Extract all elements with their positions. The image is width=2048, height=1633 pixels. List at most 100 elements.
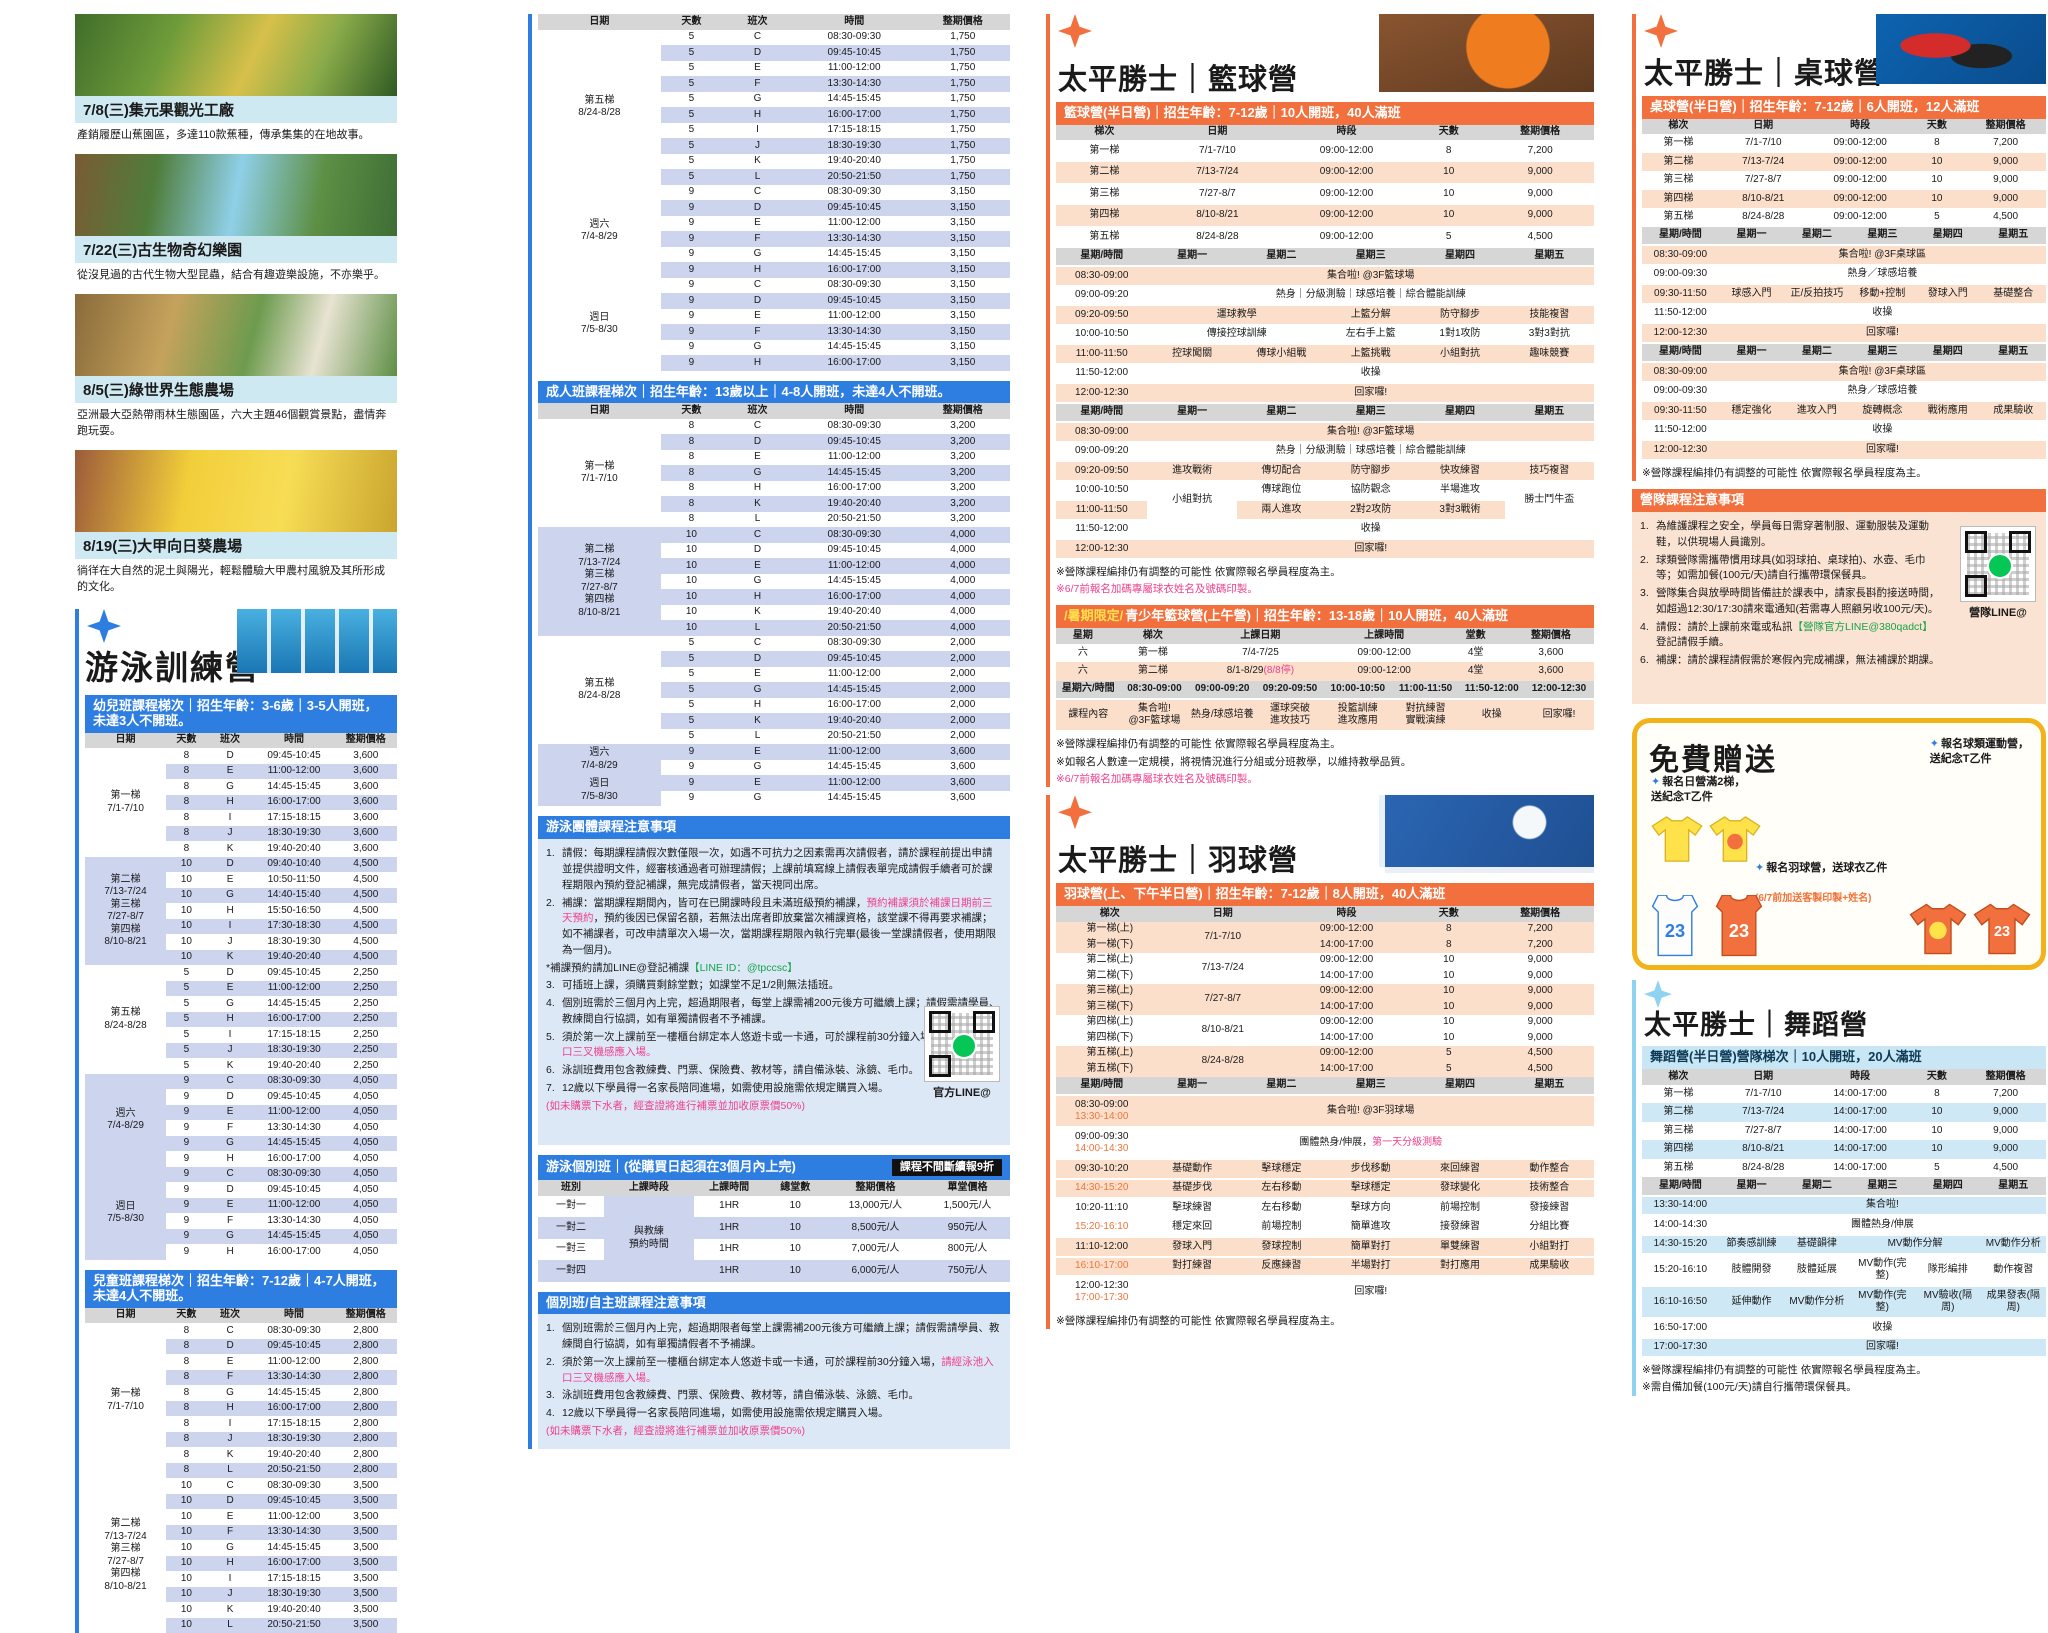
cell: 肢體延展 [1784,1254,1850,1288]
cell: 第一梯(上) [1056,921,1164,938]
cell: 09:00-12:00 [1319,954,1374,966]
cell: 14:00-17:00 [1281,1061,1412,1077]
cell: 9,000 [1527,1031,1553,1043]
column-header: 星期三 [1849,343,1916,364]
diamond-icon [1058,795,1092,830]
cell: 10 [1908,189,1966,209]
cell: 09:00-12:00 [1281,161,1412,184]
note-item: ※營隊課程編排仍有調整的可能性 依實際報名學員程度為主。 [1056,565,1341,578]
cell: 10 [180,1510,192,1522]
cell: 1,750 [950,62,976,73]
cell: 移動+控制 [1849,284,1916,305]
cell: 15:20-16:10 [1056,1217,1148,1239]
cell: 3,500 [353,1541,379,1553]
cell: 09:00-09:30 [1642,381,1719,403]
cell: 8/1-8/29(8/8停) [1195,662,1325,681]
event-card: 8/19(三)大甲向日葵農場 徜徉在大自然的泥土與陽光，輕鬆體驗大甲農村風貌及其… [75,450,397,599]
cell: 10:00-10:50 [1056,480,1148,502]
column-header: 日期 [538,403,661,419]
cell: 5 [660,651,723,667]
cell: 回家囉! [1718,323,2046,344]
cell: G [226,997,234,1009]
dance-camp-section: 太平勝士｜舞蹈營 舞蹈營(半日營)營隊梯次｜10人開班，20人滿班 梯次 日期 時段… [1632,980,2046,1396]
cell: 收操 [1718,303,2046,325]
cell: 5 [660,682,723,698]
cell: 基礎動作 [1147,1159,1237,1180]
cell: 正/反拍技巧 [1784,284,1850,305]
cell: 8 [166,1400,207,1417]
note-item: 2. 須於第一次上課前至一樓櫃台綁定本人悠遊卡或一卡通，可於課程前30分鐘入場，請… [546,1355,994,1384]
column-header: 時段 [1811,1069,1909,1085]
cell: 09:30-11:50 [1642,401,1719,422]
column-header: 星期三 [1326,403,1416,424]
cell: 7/27-8/7 [1163,983,1282,1015]
column-header: 09:20-09:50 [1256,680,1324,701]
cell: 週六 7/4-8/29 [85,1073,167,1167]
cell: C [753,31,762,42]
note-item: 6. 泳訓班費用包含教練費、門票、保險費、教材等，請自備泳裝、泳鏡、毛巾。 [546,1064,919,1077]
cell: E [754,217,761,228]
tabletennis-note: ※營隊課程編排仍有調整的可能性 依實際報名學員程度為主。 [1642,466,1927,479]
badminton-header: 太平勝士｜羽球營 [1056,795,1594,879]
cell: 13:30-14:30 [792,324,916,340]
cell: 10 [660,527,723,543]
qr-code-icon[interactable] [1960,526,2036,603]
cell: 08:30-09:30 [827,31,881,42]
cell: 8/24-8/28 [1742,211,1785,223]
cell: 8,500元/人 [825,1217,926,1239]
cell: I [228,1417,232,1429]
cell: 第五梯 8/24-8/28 [104,1007,147,1031]
cell: H [226,1152,234,1164]
cell: 6,000元/人 [825,1260,926,1282]
cell: 第二梯 7/13-7/24 第三梯 7/27-8/7 第四梯 8/10-8/21 [104,1518,147,1592]
cell: 14:45-15:45 [267,1541,321,1553]
cell: 5 [166,1011,207,1028]
note-item: 1. 為維護課程之安全，學員每日需穿著制服、運動服裝及運動鞋，以供現場人員識別。 [1640,520,1929,548]
cell: 14:45-15:45 [267,997,321,1009]
cell: 9,000 [1965,1140,2046,1159]
cell: 9 [183,1183,190,1195]
cell: 14:45-15:45 [792,682,916,698]
cell: 傳球跑位 [1236,480,1327,502]
cell: 9 [660,744,723,760]
cell: 9 [688,310,695,321]
column-header: 總堂數 [764,1180,826,1196]
column-header: 日期 [85,1307,167,1324]
cell: 7/4-7/25 [1242,646,1279,658]
column-header: 星期三 [1849,226,1916,247]
cell: 接發練習 [1415,1217,1505,1239]
tshirt-icon [1709,816,1761,862]
cell: 19:40-20:40 [267,1448,321,1460]
cell: 2,250 [334,1042,397,1059]
qr-code-icon[interactable] [924,1005,1000,1082]
cell: 10 [166,1617,207,1633]
cell: 收操 [1147,363,1594,385]
cell: I [228,811,232,823]
column-header: 12:00-12:30 [1524,680,1594,701]
cell: 14:00-17:00 [1811,1103,1909,1122]
cell: 2,000 [915,651,1010,667]
cell: 9 [660,293,723,309]
cell: 2,000 [950,668,976,680]
cell: 10 [180,935,192,947]
cell: 10 [789,1243,801,1255]
cell: 投籃訓練 進攻應用 [1323,699,1392,733]
cell: 5 [688,124,695,135]
cell: 08:30-09:30 [267,1324,321,1336]
tshirt-icon [1909,903,1967,955]
cell: 8/10-8/21 [1714,189,1812,209]
cell: 19:40-20:40 [827,155,881,166]
summer-teen-table: 星期 梯次 上課日期 上課時間 堂數 整期價格六 第一梯 7/4-7/25 09:00-12:0… [1056,628,1594,681]
cell: 收操 [1718,1318,2046,1339]
note-item: ※6/7前報名加碼專屬球衣姓名及號碼印製。 [1056,772,1258,785]
cell: C [753,420,762,432]
cell: 週日 7/5-8/30 [85,1166,167,1260]
note-item: 4. 個別班需於三個月內上完，超過期限者，每堂上課需補200元後方可繼續上課；請假… [546,997,1000,1025]
cell: 2,250 [353,1059,379,1071]
cell: 16:00-17:00 [253,794,335,811]
cell: 9 [166,1104,207,1121]
cell: 10 [764,1260,826,1282]
child-class-bar: 兒童班課程梯次｜招生年齡：7-12歲｜4-7人開班，未達4人不開班。 [85,1269,397,1308]
cell: 14:00-17:00 [1833,1161,1887,1173]
column-header: 星期五 [1980,1177,2046,1197]
